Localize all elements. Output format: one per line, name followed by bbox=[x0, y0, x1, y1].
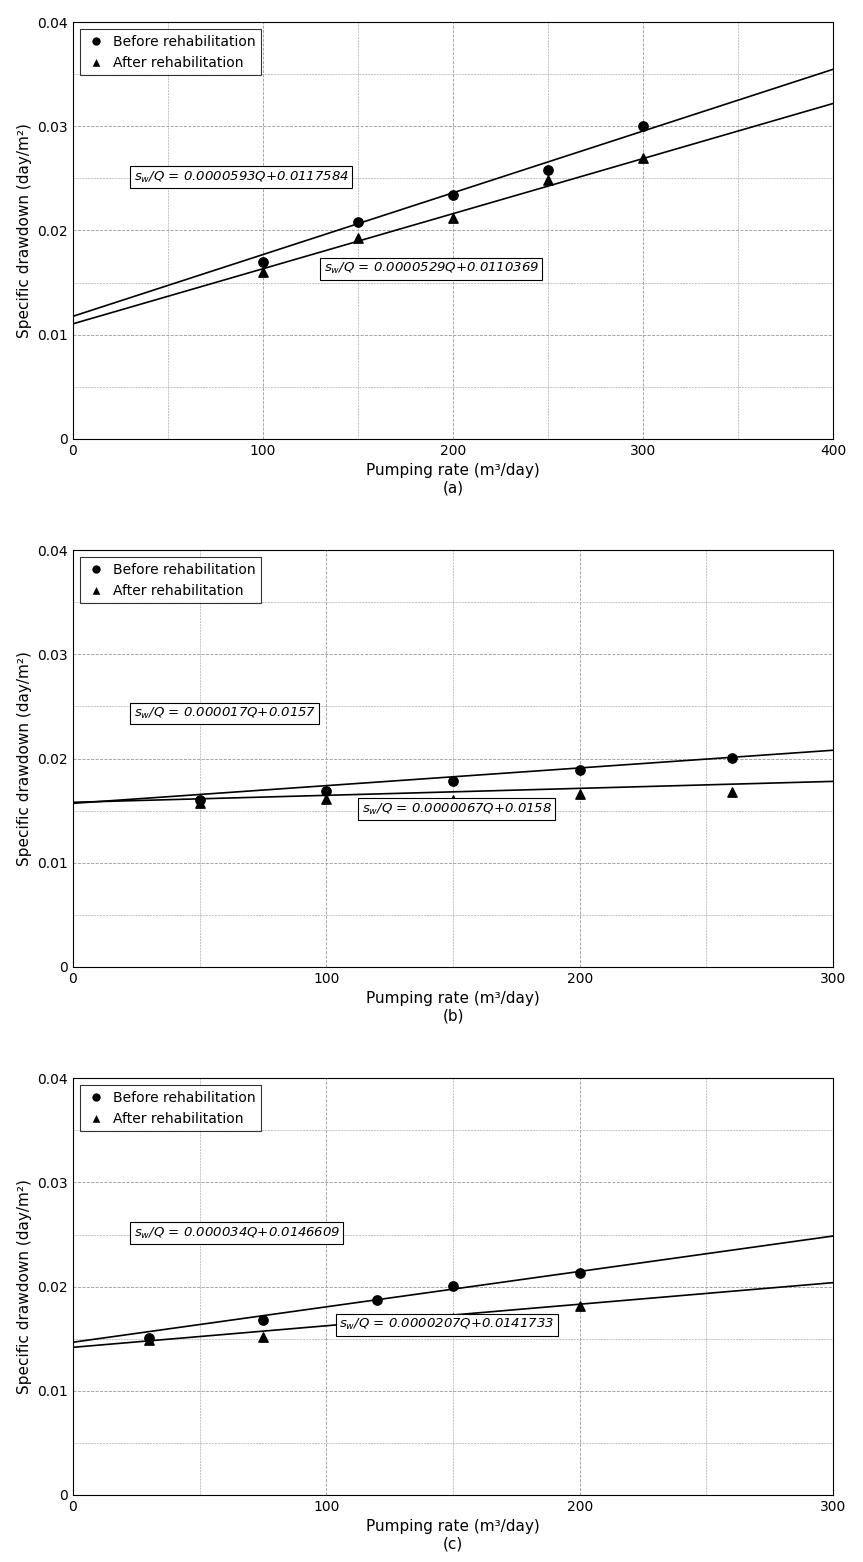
After rehabilitation bbox=[446, 206, 460, 231]
After rehabilitation bbox=[370, 1314, 384, 1339]
Before rehabilitation bbox=[573, 1261, 587, 1286]
Text: $s_w$/Q = 0.0000207Q+0.0141733: $s_w$/Q = 0.0000207Q+0.0141733 bbox=[339, 1317, 554, 1332]
Before rehabilitation bbox=[256, 250, 270, 275]
After rehabilitation bbox=[142, 1328, 156, 1353]
Text: $s_w$/Q = 0.000034Q+0.0146609: $s_w$/Q = 0.000034Q+0.0146609 bbox=[134, 1226, 340, 1240]
X-axis label: Pumping rate (m³/day): Pumping rate (m³/day) bbox=[366, 992, 540, 1006]
After rehabilitation bbox=[573, 1293, 587, 1318]
Text: (c): (c) bbox=[443, 1537, 463, 1551]
Text: $s_w$/Q = 0.0000529Q+0.0110369: $s_w$/Q = 0.0000529Q+0.0110369 bbox=[324, 261, 539, 276]
Text: (a): (a) bbox=[443, 481, 463, 495]
After rehabilitation bbox=[351, 225, 365, 250]
After rehabilitation bbox=[256, 1325, 270, 1350]
Legend: Before rehabilitation, After rehabilitation: Before rehabilitation, After rehabilitat… bbox=[79, 30, 261, 75]
Text: $s_w$/Q = 0.000017Q+0.0157: $s_w$/Q = 0.000017Q+0.0157 bbox=[134, 706, 316, 722]
After rehabilitation bbox=[446, 1306, 460, 1331]
Before rehabilitation bbox=[256, 1307, 270, 1332]
X-axis label: Pumping rate (m³/day): Pumping rate (m³/day) bbox=[366, 1520, 540, 1534]
Before rehabilitation bbox=[446, 183, 460, 208]
After rehabilitation bbox=[446, 787, 460, 812]
X-axis label: Pumping rate (m³/day): Pumping rate (m³/day) bbox=[366, 464, 540, 478]
Y-axis label: Specific drawdown (day/m²): Specific drawdown (day/m²) bbox=[16, 651, 32, 865]
Y-axis label: Specific drawdown (day/m²): Specific drawdown (day/m²) bbox=[16, 123, 32, 337]
After rehabilitation bbox=[725, 779, 739, 804]
After rehabilitation bbox=[256, 259, 270, 284]
Before rehabilitation bbox=[192, 787, 206, 812]
Before rehabilitation bbox=[541, 158, 555, 183]
Text: $s_w$/Q = 0.0000067Q+0.0158: $s_w$/Q = 0.0000067Q+0.0158 bbox=[362, 801, 552, 817]
Before rehabilitation bbox=[446, 1273, 460, 1298]
Before rehabilitation bbox=[351, 209, 365, 234]
Before rehabilitation bbox=[446, 769, 460, 793]
Before rehabilitation bbox=[573, 758, 587, 783]
Y-axis label: Specific drawdown (day/m²): Specific drawdown (day/m²) bbox=[16, 1179, 32, 1393]
After rehabilitation bbox=[573, 781, 587, 806]
After rehabilitation bbox=[319, 787, 333, 812]
Before rehabilitation bbox=[319, 778, 333, 803]
Legend: Before rehabilitation, After rehabilitation: Before rehabilitation, After rehabilitat… bbox=[79, 1086, 261, 1131]
Before rehabilitation bbox=[142, 1325, 156, 1350]
Before rehabilitation bbox=[725, 745, 739, 770]
After rehabilitation bbox=[541, 169, 555, 194]
Text: $s_w$/Q = 0.0000593Q+0.0117584: $s_w$/Q = 0.0000593Q+0.0117584 bbox=[134, 170, 349, 184]
Legend: Before rehabilitation, After rehabilitation: Before rehabilitation, After rehabilitat… bbox=[79, 558, 261, 603]
Text: (b): (b) bbox=[442, 1009, 463, 1023]
After rehabilitation bbox=[636, 145, 650, 170]
Before rehabilitation bbox=[636, 114, 650, 139]
After rehabilitation bbox=[192, 790, 206, 815]
Before rehabilitation bbox=[370, 1287, 384, 1312]
